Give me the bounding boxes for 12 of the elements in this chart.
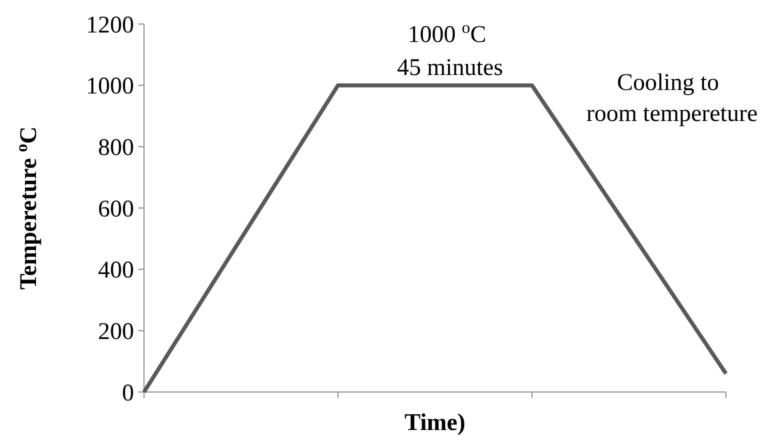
- y-tick-label: 600: [98, 196, 134, 222]
- y-tick-label: 0: [122, 380, 134, 406]
- y-tick-label: 1000: [86, 74, 134, 100]
- y-tick-label: 400: [98, 258, 134, 284]
- annotation: 45 minutes: [397, 55, 503, 81]
- x-axis-title: Time): [404, 410, 466, 436]
- annotation: Cooling to: [616, 70, 720, 96]
- y-tick-label: 200: [98, 319, 134, 346]
- y-tick-label: 800: [98, 135, 134, 162]
- annotation: room tempereture: [586, 101, 758, 127]
- annotation: 1000 $^{o}$C: [408, 18, 486, 48]
- y-tick-label: 1200: [86, 12, 134, 38]
